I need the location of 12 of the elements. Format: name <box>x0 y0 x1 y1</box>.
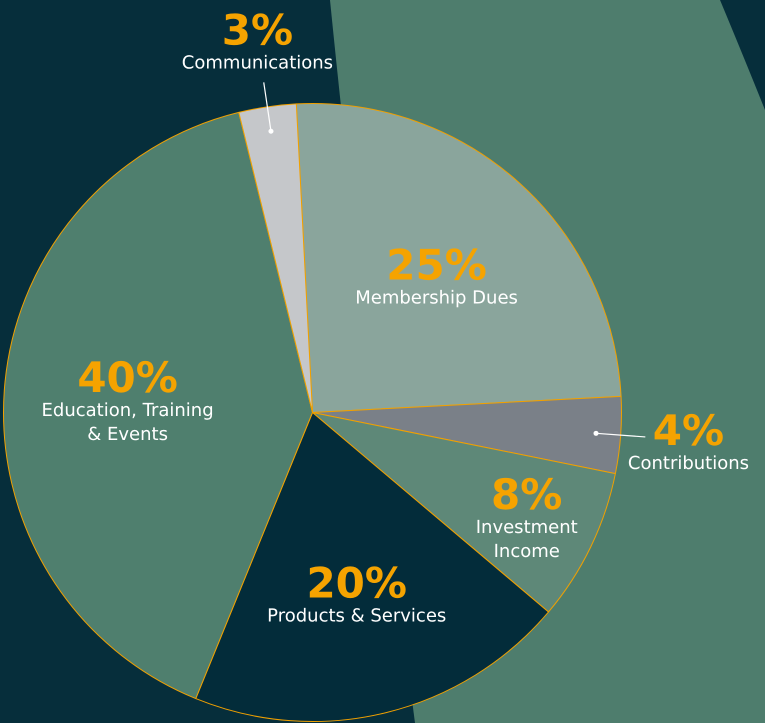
data-label: 25% <box>386 240 487 290</box>
slice-label: Products & Services <box>267 606 446 627</box>
data-label: 3% <box>222 6 294 55</box>
slice-label: Contributions <box>628 453 750 474</box>
slice-label: Investment Income <box>476 517 578 562</box>
data-label: 4% <box>652 406 724 456</box>
slice-label: Membership Dues <box>355 288 518 309</box>
data-label: 8% <box>491 470 562 520</box>
data-label: 20% <box>306 558 407 608</box>
data-label: 40% <box>77 352 178 402</box>
slice-label: Communications <box>182 52 334 74</box>
slice-label: Education, Training & Events <box>42 400 214 445</box>
